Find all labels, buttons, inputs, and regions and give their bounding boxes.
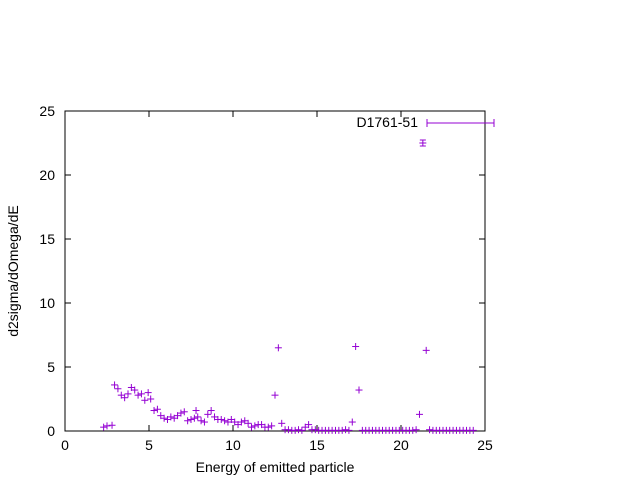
x-tick-label: 20: [393, 437, 409, 453]
data-point: [141, 396, 149, 404]
data-point: [345, 426, 353, 434]
data-point: [244, 419, 252, 427]
data-point: [134, 391, 142, 399]
data-point: [150, 407, 158, 415]
data-point: [147, 395, 155, 403]
legend: D1761-51: [357, 114, 495, 130]
data-point: [348, 418, 356, 426]
data-point: [422, 346, 430, 354]
data-point: [247, 423, 255, 431]
data-point: [305, 421, 313, 429]
data-point: [204, 410, 212, 418]
data-point: [469, 426, 477, 434]
x-tick-label: 10: [225, 437, 241, 453]
data-point: [180, 408, 188, 416]
x-tick-label: 5: [145, 437, 153, 453]
data-point: [274, 344, 282, 352]
data-point: [278, 419, 286, 427]
y-tick-label: 15: [39, 231, 55, 247]
data-point: [100, 423, 108, 431]
plot-frame: [64, 110, 486, 432]
data-point: [108, 421, 116, 429]
data-point: [409, 426, 417, 434]
data-point: [200, 418, 208, 426]
y-tick-label: 25: [39, 103, 55, 119]
y-tick-label: 0: [47, 423, 55, 439]
y-tick-label: 5: [47, 359, 55, 375]
data-point: [338, 426, 346, 434]
data-point: [187, 415, 195, 423]
x-tick-label: 15: [309, 437, 325, 453]
data-point: [268, 422, 276, 430]
data-point: [355, 386, 363, 394]
data-point: [114, 385, 122, 393]
legend-label: D1761-51: [357, 114, 419, 130]
data-point: [271, 391, 279, 399]
data-point: [124, 390, 132, 398]
data-points: [100, 139, 477, 434]
data-point: [111, 381, 119, 389]
data-point: [190, 414, 198, 422]
data-point: [295, 426, 303, 434]
data-point: [298, 426, 306, 434]
data-point: [251, 422, 259, 430]
data-point: [144, 389, 152, 397]
data-point: [192, 407, 200, 415]
data-point: [264, 423, 272, 431]
data-point: [415, 410, 423, 418]
data-point: [131, 386, 139, 394]
data-point: [342, 426, 350, 434]
data-point: [217, 415, 225, 423]
legend-marker: [426, 119, 495, 127]
data-point: [137, 390, 145, 398]
data-point: [291, 426, 299, 434]
data-point: [221, 417, 229, 425]
y-axis-label: d2sigma/dOmega/dE: [5, 205, 21, 337]
data-point: [121, 394, 129, 402]
data-point: [184, 417, 192, 425]
x-tick-label: 0: [61, 437, 69, 453]
data-point: [103, 422, 111, 430]
x-axis: 0 5 10 15 20 25: [61, 111, 493, 453]
data-point: [311, 426, 319, 434]
data-point: [167, 413, 175, 421]
y-tick-label: 20: [39, 167, 55, 183]
x-tick-label: 25: [477, 437, 493, 453]
data-point: [237, 418, 245, 426]
x-axis-label: Energy of emitted particle: [196, 459, 355, 475]
data-point: [419, 139, 427, 147]
data-point: [352, 343, 360, 351]
data-point: [197, 417, 205, 425]
y-axis: 0 5 10 15 20 25: [39, 103, 485, 439]
data-point: [153, 405, 161, 413]
data-point: [426, 426, 434, 434]
data-point: [412, 426, 420, 434]
data-point: [160, 414, 168, 422]
data-point: [284, 426, 292, 434]
data-point: [194, 413, 202, 421]
data-point: [177, 409, 185, 417]
y-tick-label: 10: [39, 295, 55, 311]
data-point: [207, 407, 215, 415]
